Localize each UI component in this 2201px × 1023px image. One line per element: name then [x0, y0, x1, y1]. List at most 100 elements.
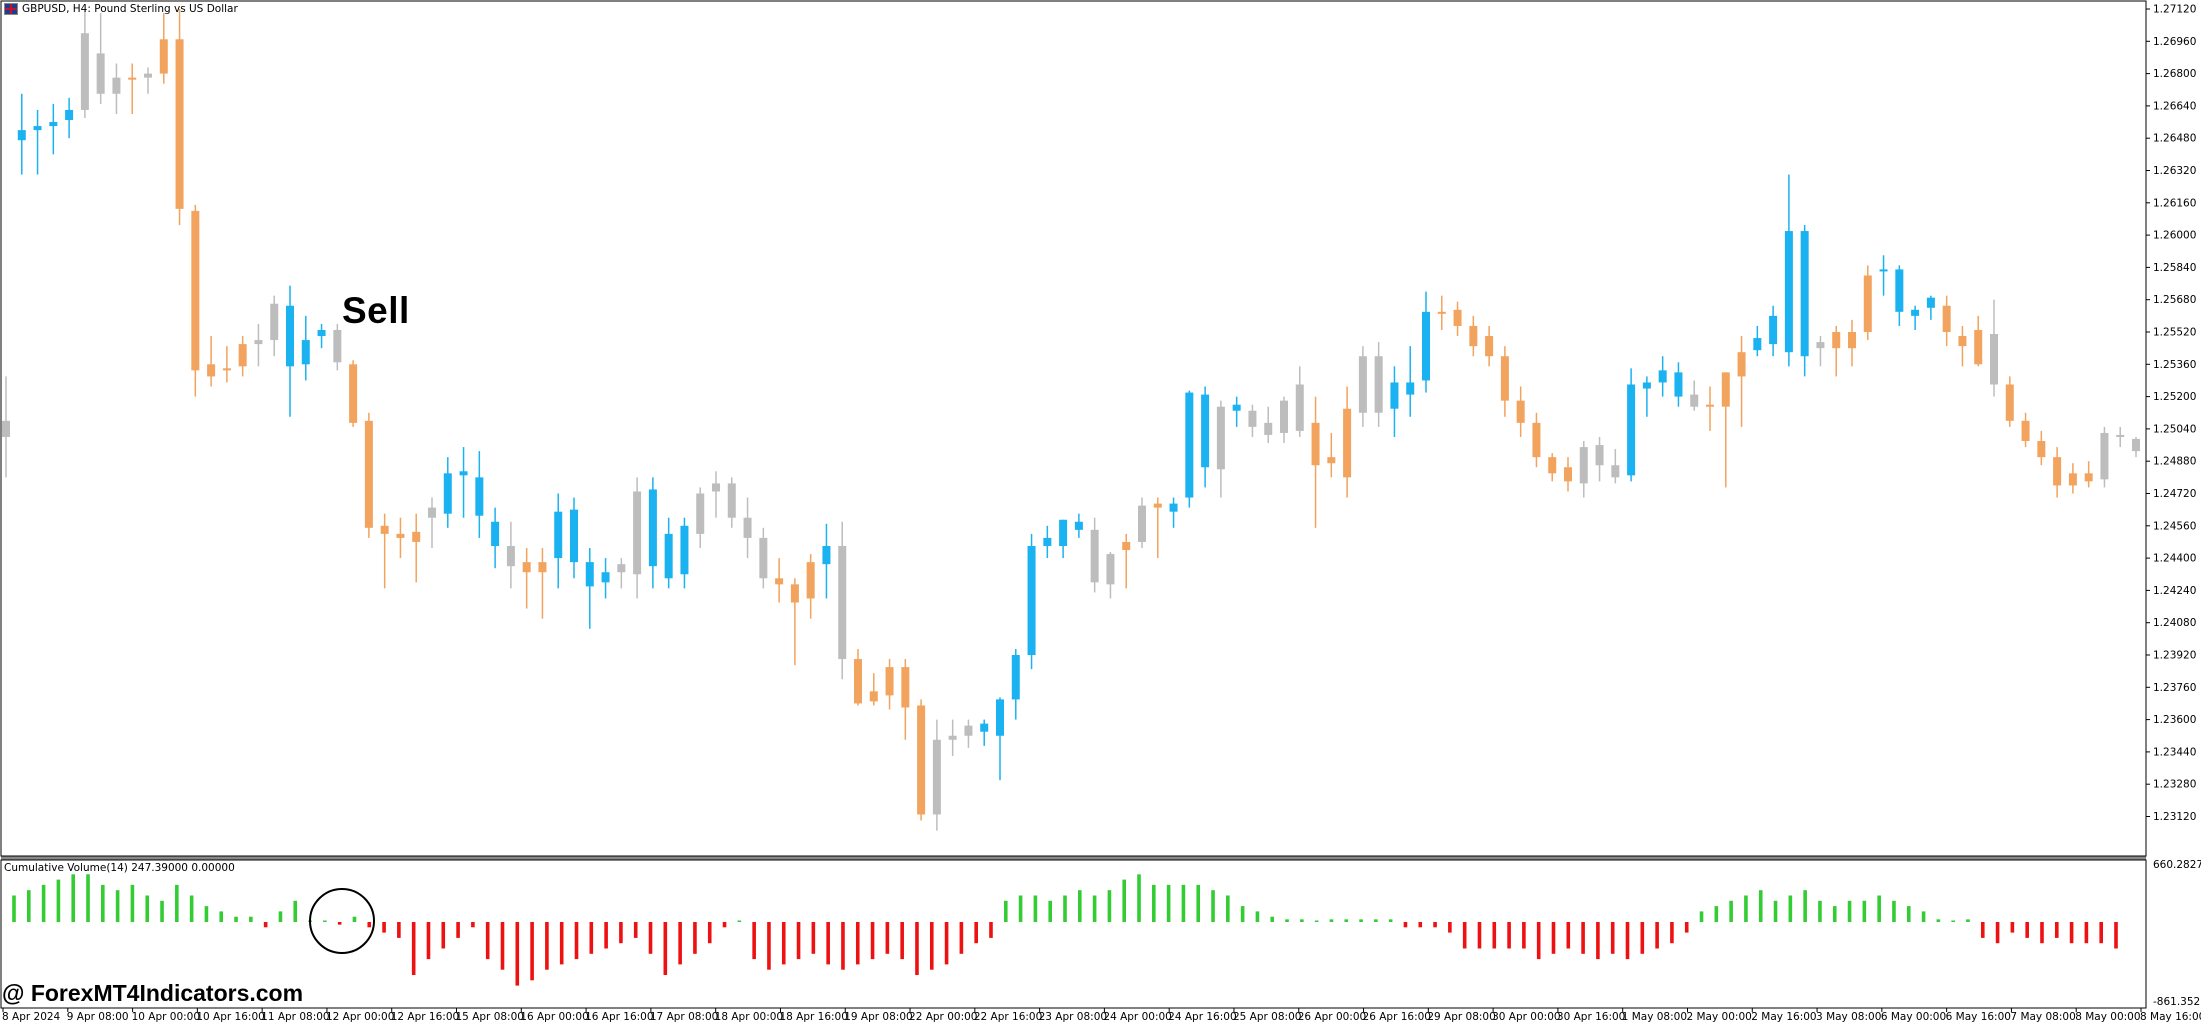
volume-bar: [915, 922, 919, 975]
candle-body: [964, 725, 973, 736]
candle-body: [948, 735, 957, 740]
price-axis-label: 1.25200: [2153, 391, 2196, 403]
volume-bar: [678, 922, 682, 965]
candle-body: [1564, 467, 1572, 482]
volume-bar: [1640, 922, 1645, 954]
price-axis-label: 1.25520: [2153, 327, 2196, 339]
volume-bar: [1152, 884, 1156, 922]
candle-body: [1926, 297, 1935, 308]
candle-body: [1216, 406, 1225, 470]
volume-bar: [1507, 922, 1511, 949]
volume-bar: [27, 890, 31, 922]
volume-bar: [1744, 895, 1748, 922]
price-axis-label: 1.24720: [2153, 488, 2196, 500]
candle-body: [1721, 372, 1730, 407]
volume-bar: [545, 922, 549, 970]
volume-bar: [1921, 911, 1926, 922]
volume-bar: [41, 884, 46, 922]
volume-bar: [500, 922, 505, 970]
volume-bar: [1551, 922, 1556, 954]
time-axis-label: 11 Apr 08:00: [261, 1011, 329, 1023]
volume-bar: [263, 922, 268, 928]
candle-body: [1406, 382, 1415, 395]
volume-bar: [234, 916, 238, 922]
candle-body: [1863, 275, 1872, 332]
volume-bar: [1758, 890, 1763, 922]
volume-bar: [1418, 922, 1423, 928]
volume-bar: [811, 922, 816, 954]
candle-body: [932, 739, 941, 815]
candle-body: [680, 525, 689, 575]
price-axis-label: 1.26640: [2153, 100, 2196, 112]
price-axis-label: 1.25840: [2153, 262, 2196, 274]
volume-bar: [485, 922, 490, 960]
volume-bar: [693, 922, 697, 954]
indicator-scale-top: 660.28275: [2153, 859, 2201, 871]
candle-body: [1043, 537, 1052, 546]
price-axis-label: 1.24080: [2153, 617, 2196, 629]
volume-bar: [1566, 922, 1571, 949]
price-axis-label: 1.26320: [2153, 165, 2196, 177]
volume-bar: [367, 922, 372, 928]
volume-bar: [1137, 874, 1141, 922]
candle-body: [144, 73, 152, 78]
candle-body: [1642, 382, 1651, 389]
candle-body: [443, 473, 452, 514]
price-axis-label: 1.27120: [2153, 4, 2196, 16]
volume-bar: [1832, 906, 1837, 922]
volume-bar: [1936, 919, 1941, 922]
time-axis-label: 25 Apr 08:00: [1233, 1011, 1301, 1023]
volume-bar: [870, 922, 875, 960]
candle-body: [1532, 422, 1541, 458]
candle-body: [2037, 441, 2046, 458]
candle-body: [1327, 457, 1336, 464]
volume-bar: [1596, 922, 1600, 960]
volume-bar: [1122, 879, 1127, 922]
candle-body: [1911, 309, 1920, 316]
candle-body: [1074, 521, 1083, 530]
price-axis-label: 1.23600: [2153, 714, 2196, 726]
candle-body: [270, 303, 279, 341]
candle-body: [2084, 473, 2093, 482]
volume-bar: [293, 900, 298, 922]
candle-body: [554, 511, 563, 559]
candle-body: [159, 39, 168, 74]
candle-body: [1453, 309, 1462, 326]
candle-body: [743, 517, 752, 538]
time-axis-label: 24 Apr 16:00: [1168, 1011, 1236, 1023]
signal-circle-marker: [309, 888, 375, 954]
candle-body: [475, 477, 484, 516]
indicator-label: Cumulative Volume(14) 247.39000 0.00000: [4, 862, 235, 874]
uk-us-flag-icon: [4, 3, 18, 15]
sell-annotation: Sell: [342, 290, 410, 331]
volume-bar: [2114, 922, 2118, 949]
volume-bar: [1240, 906, 1245, 922]
candle-body: [1627, 384, 1636, 476]
volume-bar: [722, 922, 727, 928]
time-axis-label: 7 May 08:00: [2010, 1011, 2075, 1023]
volume-bar: [1847, 900, 1852, 922]
candle-body: [1690, 394, 1699, 407]
volume-bar: [2069, 922, 2074, 944]
price-axis-label: 1.26800: [2153, 68, 2196, 80]
price-axis-label: 1.26160: [2153, 197, 2196, 209]
volume-bar: [1995, 922, 2000, 944]
time-axis-label: 22 Apr 16:00: [974, 1011, 1042, 1023]
candle-body: [2005, 384, 2014, 421]
candle-body: [854, 659, 862, 704]
candle-body: [1737, 352, 1746, 377]
candle-body: [1816, 342, 1825, 349]
candle-body: [1674, 372, 1683, 397]
volume-bar: [559, 922, 564, 965]
volume-bar: [71, 874, 76, 922]
volume-bar: [1107, 890, 1112, 922]
volume-bar: [397, 922, 401, 938]
candle-body: [1280, 400, 1288, 433]
candle-body: [696, 493, 705, 534]
time-axis-label: 2 May 16:00: [1751, 1011, 1816, 1023]
candle-body: [112, 77, 121, 94]
candle-body: [1942, 305, 1951, 332]
candle-body: [301, 340, 310, 365]
volume-bar: [1374, 919, 1378, 922]
